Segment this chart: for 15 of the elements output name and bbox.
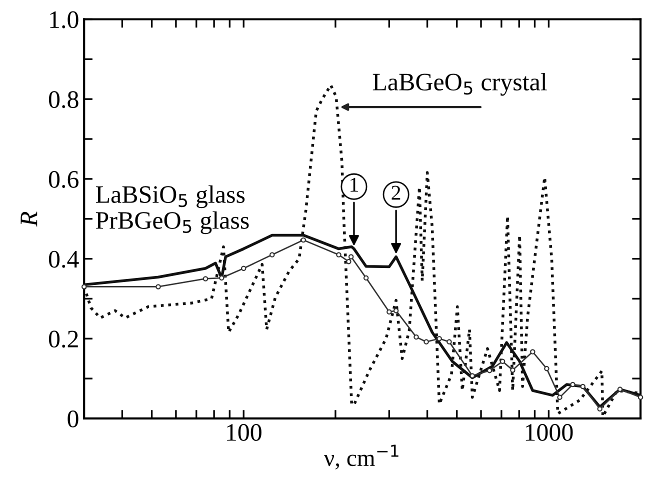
y-axis-title: R [20,212,38,227]
annotation: LaBSiO$_{5}$ glass [96,185,245,208]
annotation: LaBGeO$_{5}$ crystal [372,72,547,96]
y-tick-label: 0.2 [48,330,78,348]
x-tick-label: 100 [227,424,262,441]
y-tick-label: 0.8 [48,91,78,108]
x-axis-title: ν, cm$^{−1}$ [324,444,398,470]
annotation: 1 [350,178,358,192]
y-tick-label: 0.4 [48,250,79,268]
y-tick-label: 1.0 [50,11,78,28]
x-tick-label: 1000 [526,424,573,441]
annotation: 2 [392,186,400,200]
y-tick-label: 0.6 [48,170,79,188]
y-tick-label: 0 [68,410,78,428]
annotation: PrBGeO$_{5}$ glass [96,211,249,234]
